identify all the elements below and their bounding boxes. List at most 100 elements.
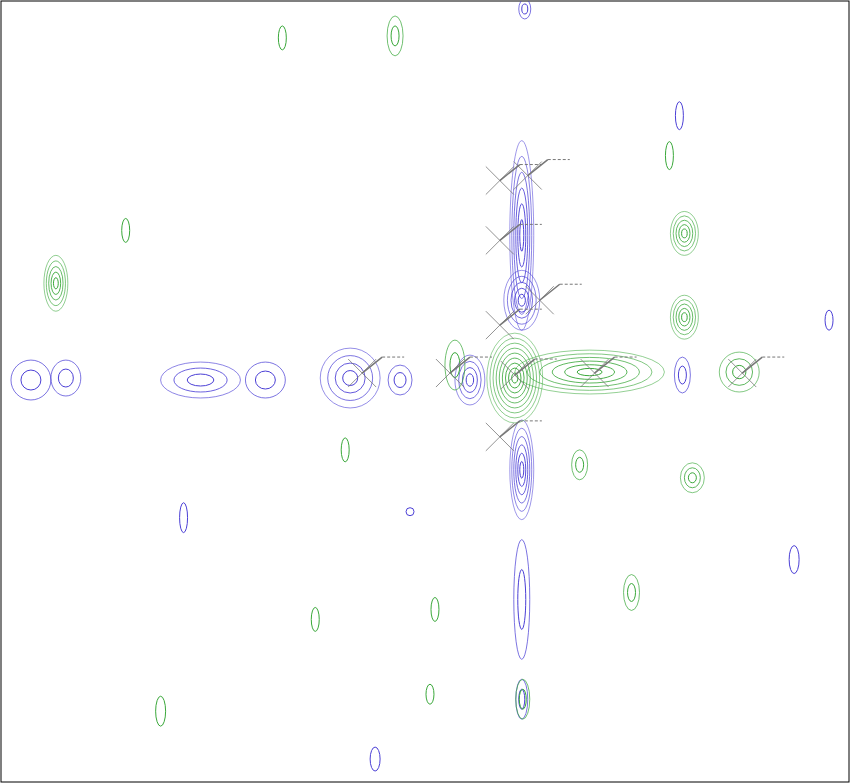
contour-level xyxy=(328,356,373,401)
contour-level xyxy=(459,361,481,398)
contour-level xyxy=(673,300,695,335)
contour-level xyxy=(388,365,412,395)
contour-level xyxy=(502,358,527,398)
marker-leader xyxy=(595,357,615,373)
contour-level xyxy=(320,348,380,408)
contour-level xyxy=(512,428,532,511)
contour-level xyxy=(466,374,473,386)
marker-leader xyxy=(515,359,535,375)
contour-level xyxy=(394,373,406,388)
marker-leader xyxy=(742,357,762,373)
contour-level xyxy=(628,584,636,602)
contour-level xyxy=(670,211,698,255)
contour-level xyxy=(180,503,188,533)
contour-level xyxy=(522,4,528,14)
marks xyxy=(11,1,833,771)
marker-dash xyxy=(520,224,542,225)
peak-marker xyxy=(348,357,404,387)
contour-level xyxy=(514,437,530,503)
contour-level xyxy=(21,370,41,390)
contour-level xyxy=(387,16,403,56)
marker-leader xyxy=(528,160,548,176)
contour-level xyxy=(679,225,690,243)
contour-level xyxy=(504,270,540,330)
contour-level xyxy=(518,453,526,486)
contour-level xyxy=(49,267,63,301)
contour-level xyxy=(490,338,540,418)
contour-level xyxy=(676,220,693,246)
contour-level xyxy=(515,350,665,394)
contour-level xyxy=(678,366,686,384)
marker-leader xyxy=(500,309,520,325)
chart xyxy=(0,0,850,783)
contour-level xyxy=(527,354,652,391)
contour-level xyxy=(675,102,683,130)
contour-level xyxy=(825,310,833,330)
contour-level xyxy=(370,747,380,771)
contour-level xyxy=(512,156,532,314)
peak-marker xyxy=(526,284,582,314)
marker-dash xyxy=(382,357,404,358)
peak-marker xyxy=(486,309,542,339)
contour-level xyxy=(519,1,531,19)
contour-level xyxy=(58,369,73,387)
peak-marker xyxy=(501,359,557,389)
contour-level xyxy=(278,26,286,50)
contour-level xyxy=(680,463,704,493)
contour-level xyxy=(516,188,528,283)
contour-level xyxy=(726,359,753,386)
contour-level xyxy=(341,438,349,462)
contour-level xyxy=(516,445,528,495)
contour-level xyxy=(540,357,640,386)
contour-level xyxy=(156,696,166,726)
marker-leader xyxy=(500,421,520,437)
marker-dash xyxy=(520,420,542,421)
contour-level xyxy=(431,597,439,621)
contour-level xyxy=(255,371,275,389)
contour-level xyxy=(676,304,693,330)
contour-level xyxy=(516,679,530,719)
contour-level xyxy=(684,468,700,488)
contour-level xyxy=(335,363,365,393)
contour-level xyxy=(682,229,688,238)
contour-level xyxy=(514,172,530,298)
contour-level xyxy=(515,288,529,312)
marker-dash xyxy=(560,284,582,285)
contour-level xyxy=(174,368,227,392)
contour-level xyxy=(565,365,615,380)
marker-dash xyxy=(535,359,557,360)
peak-marker xyxy=(436,357,492,387)
marker-dash xyxy=(470,357,492,358)
contour-level xyxy=(426,684,434,704)
contour-level xyxy=(518,570,526,630)
contour-level xyxy=(11,360,51,400)
marker-leader xyxy=(540,284,560,300)
marker-dash xyxy=(762,357,784,358)
contour-level xyxy=(445,340,465,390)
contour-level xyxy=(161,362,241,398)
contour-level xyxy=(520,461,524,478)
marker-dash xyxy=(548,159,570,160)
contour-level xyxy=(391,26,399,46)
contour-level xyxy=(789,546,799,574)
contour-level xyxy=(311,607,319,631)
contour-level xyxy=(552,361,627,383)
contour-level xyxy=(51,272,61,294)
contour-level xyxy=(624,575,640,611)
marker-leader xyxy=(450,357,470,373)
contour-level xyxy=(673,216,695,251)
contour-level xyxy=(496,348,533,408)
contour-level xyxy=(518,204,526,267)
peak-marker xyxy=(728,357,784,387)
contour-level xyxy=(519,689,526,709)
contour-level xyxy=(245,362,285,398)
contour-level xyxy=(406,508,414,516)
contour-level xyxy=(576,457,584,472)
contour-level xyxy=(505,363,524,393)
contour-level xyxy=(46,261,65,306)
contour-level xyxy=(187,374,214,386)
contour-level xyxy=(44,255,68,311)
peak-marker xyxy=(514,160,570,190)
peak-marker xyxy=(486,421,542,451)
contour-level xyxy=(343,371,358,386)
